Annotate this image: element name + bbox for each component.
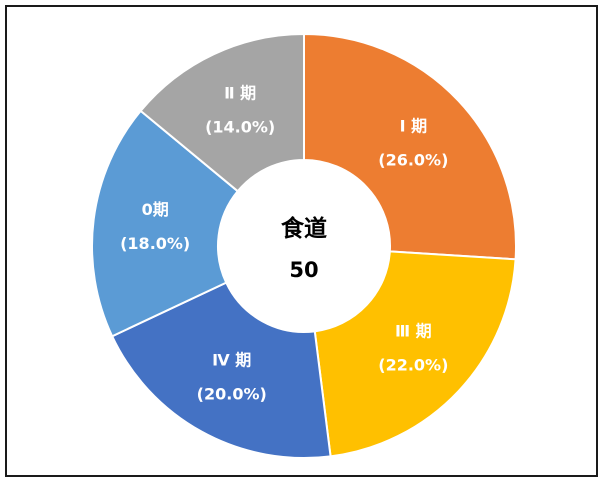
slice-4 <box>91 109 240 338</box>
slice-name-label: Ⅱ 期 <box>224 83 256 102</box>
donut-slices <box>91 32 517 459</box>
slice-labels: Ⅰ 期 (26.0%) Ⅲ 期 (22.0%) Ⅳ 期 (20.0%) 0期 (18.0%) Ⅱ… <box>120 83 448 403</box>
slice-1 <box>303 32 517 261</box>
slice-percent-label: (14.0%) <box>205 117 275 136</box>
slice-percent-label: (18.0%) <box>120 234 190 253</box>
center-value: 50 <box>289 258 318 282</box>
slice-2 <box>313 250 517 458</box>
slice-percent-label: (26.0%) <box>378 150 448 169</box>
slice-5 <box>139 32 305 193</box>
slice-percent-label: (22.0%) <box>378 356 448 375</box>
slice-name-label: Ⅰ 期 <box>400 116 428 135</box>
slice-name-label: Ⅳ 期 <box>212 350 251 369</box>
slice-name-label: Ⅲ 期 <box>395 322 432 341</box>
slice-percent-label: (20.0%) <box>197 384 267 403</box>
slice-3 <box>110 281 332 459</box>
center-label: 食道 <box>281 215 327 242</box>
slice-name-label: 0期 <box>142 200 169 219</box>
